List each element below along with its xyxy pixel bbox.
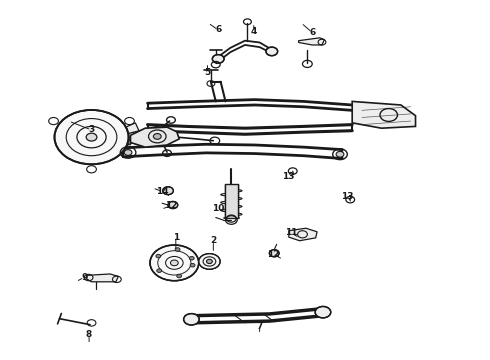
Circle shape <box>177 274 182 278</box>
Circle shape <box>270 249 279 257</box>
Polygon shape <box>130 127 179 147</box>
Text: 6: 6 <box>309 28 316 37</box>
Text: 13: 13 <box>341 192 354 201</box>
Text: 5: 5 <box>204 68 211 77</box>
Circle shape <box>171 260 178 266</box>
Text: 3: 3 <box>88 126 95 135</box>
Circle shape <box>124 150 132 156</box>
Circle shape <box>54 110 128 164</box>
Circle shape <box>163 187 173 195</box>
Polygon shape <box>87 274 118 282</box>
Text: 7: 7 <box>256 322 263 331</box>
Circle shape <box>189 256 194 260</box>
Circle shape <box>212 55 224 63</box>
Circle shape <box>156 254 161 258</box>
Text: 12: 12 <box>165 201 177 210</box>
Circle shape <box>190 264 195 267</box>
Polygon shape <box>225 184 238 217</box>
Circle shape <box>157 269 162 273</box>
Circle shape <box>199 253 220 269</box>
Polygon shape <box>298 38 324 45</box>
Text: 10: 10 <box>212 204 224 213</box>
Polygon shape <box>123 123 140 144</box>
Text: 13: 13 <box>282 172 294 181</box>
Text: 2: 2 <box>210 236 217 245</box>
Circle shape <box>175 248 180 251</box>
Text: 14: 14 <box>156 187 169 196</box>
Circle shape <box>336 152 344 157</box>
Circle shape <box>184 314 199 325</box>
Polygon shape <box>289 228 317 241</box>
Circle shape <box>315 306 331 318</box>
Text: 11: 11 <box>285 228 297 237</box>
Polygon shape <box>352 102 416 128</box>
Text: 8: 8 <box>86 330 92 339</box>
Circle shape <box>206 259 212 264</box>
Circle shape <box>153 134 161 139</box>
Circle shape <box>150 245 199 281</box>
Text: 4: 4 <box>250 27 257 36</box>
Text: 12: 12 <box>267 250 279 259</box>
Circle shape <box>266 47 278 56</box>
Circle shape <box>86 133 97 141</box>
Text: 1: 1 <box>172 233 179 242</box>
Text: 9: 9 <box>81 273 87 282</box>
Text: 6: 6 <box>215 26 221 35</box>
Circle shape <box>168 202 178 208</box>
